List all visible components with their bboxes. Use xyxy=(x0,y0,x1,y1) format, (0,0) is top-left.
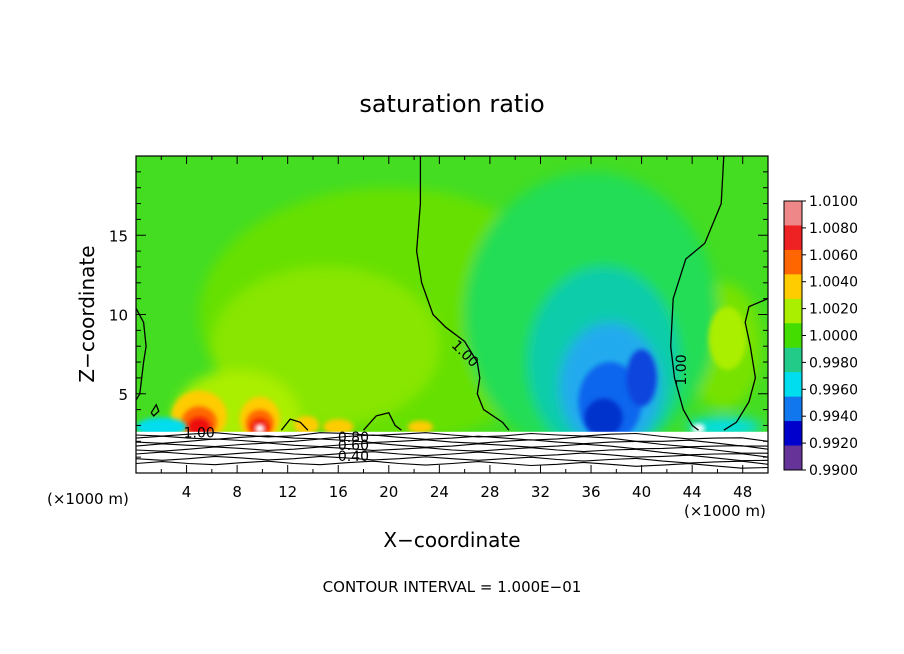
field-region-13 xyxy=(187,417,211,437)
field-region-9 xyxy=(626,349,657,407)
colorbar-label: 0.9960 xyxy=(809,382,858,398)
y-axis-label: Z−coordinate xyxy=(75,245,99,382)
field-region-23 xyxy=(692,423,705,434)
field-region-19 xyxy=(407,420,434,434)
contour-1.00-surface-b xyxy=(280,418,309,431)
x-tick-label: 16 xyxy=(329,483,348,501)
contour-label-4: 0.60 xyxy=(338,438,369,454)
colorbar-label: 1.0080 xyxy=(809,221,858,237)
ground-contour-0.30 xyxy=(136,460,768,469)
colorbar-segment xyxy=(784,323,802,349)
contour-1.00-right xyxy=(670,156,725,431)
x-tick-label: 40 xyxy=(632,483,651,501)
colorbar-segment xyxy=(784,274,802,300)
field-region-22 xyxy=(254,423,265,434)
colorbar-label: 0.9920 xyxy=(809,436,858,452)
x-tick-label: 4 xyxy=(182,483,192,501)
contour-1.00-right-inner xyxy=(723,298,768,431)
field-region-18 xyxy=(323,419,354,435)
x-tick-label: 24 xyxy=(430,483,449,501)
x-axis-ticks: 4 8 12 16 20 24 28 32 36 40 44 48 xyxy=(160,156,752,501)
x-tick-label: 36 xyxy=(581,483,600,501)
x-axis-label: X−coordinate xyxy=(383,528,520,552)
colorbar-label: 1.0060 xyxy=(809,248,858,264)
x-tick-label: 32 xyxy=(531,483,550,501)
ground-contour-0.60 xyxy=(136,446,768,458)
colorbar-label: 1.0100 xyxy=(809,194,858,210)
ground-contour-0.40 xyxy=(136,455,768,465)
contour-interval-note: CONTOUR INTERVAL = 1.000E−01 xyxy=(323,578,582,596)
contour-label-2: 1.00 xyxy=(184,425,215,441)
contour-lines xyxy=(136,156,768,469)
colorbar-segment xyxy=(784,201,802,226)
y-tick-label: 5 xyxy=(118,386,128,404)
contour-label-5: 0.40 xyxy=(338,449,369,465)
y-tick-label: 10 xyxy=(109,307,128,325)
x-tick-label: 12 xyxy=(278,483,297,501)
field-region-3 xyxy=(708,306,747,370)
contour-1.00-surface-a xyxy=(363,412,402,431)
x-tick-label: 48 xyxy=(733,483,752,501)
colorbar-label: 1.0000 xyxy=(809,329,858,345)
field-region-17 xyxy=(294,415,320,435)
x-tick-label: 8 xyxy=(232,483,242,501)
colorbar-label: 0.9980 xyxy=(809,355,858,371)
colorbar-segment xyxy=(784,396,802,422)
x-tick-label: 44 xyxy=(683,483,702,501)
colorbar-segment xyxy=(784,347,802,373)
x-unit-left: (×1000 m) xyxy=(47,490,129,508)
field-region-20 xyxy=(136,417,187,437)
colorbar-segment xyxy=(784,421,802,447)
y-tick-label: 15 xyxy=(109,227,128,245)
contour-1.00-left-edge xyxy=(136,307,147,401)
x-tick-label: 20 xyxy=(379,483,398,501)
colorbar-label: 0.9940 xyxy=(809,409,858,425)
ground-contour-1.00 xyxy=(136,432,768,442)
colorbar-segment xyxy=(784,445,802,471)
contour-labels: 1.00 1.001.00 0.800.600.40 xyxy=(184,337,690,465)
y-axis-ticks: 5 10 15 xyxy=(109,171,768,458)
contour-label-3: 0.80 xyxy=(338,430,369,446)
colorbar-segment xyxy=(784,372,802,398)
saturation-field xyxy=(136,156,768,473)
contour-1.00-surface-c xyxy=(150,403,160,417)
field-region-21 xyxy=(685,417,762,437)
ground-contour-0.80 xyxy=(136,438,768,450)
colorbar-segment xyxy=(784,249,802,275)
colorbar-label: 0.9900 xyxy=(809,463,858,479)
colorbar-segment xyxy=(784,298,802,324)
ground-contour-0.70 xyxy=(136,442,768,454)
contour-1.00-left-mid xyxy=(415,156,510,431)
colorbar: 1.0100 1.0080 1.0060 1.0040 1.0020 1.0000 0.99… xyxy=(783,194,858,479)
colorbar-label: 1.0020 xyxy=(809,302,858,318)
ground-contour-0.50 xyxy=(136,451,768,462)
colorbar-segment xyxy=(784,225,802,251)
x-unit-right: (×1000 m) xyxy=(684,502,766,520)
contour-label-1: 1.00 xyxy=(674,354,690,385)
ground-contour-0.90 xyxy=(136,434,768,447)
colorbar-label: 1.0040 xyxy=(809,275,858,291)
field-region-8 xyxy=(584,398,623,437)
plot-area: 1.00 1.001.00 0.800.600.40 4 8 12 16 20 24 28 32 3… xyxy=(109,155,769,501)
chart-title: saturation ratio xyxy=(359,90,544,118)
x-tick-label: 28 xyxy=(480,483,499,501)
